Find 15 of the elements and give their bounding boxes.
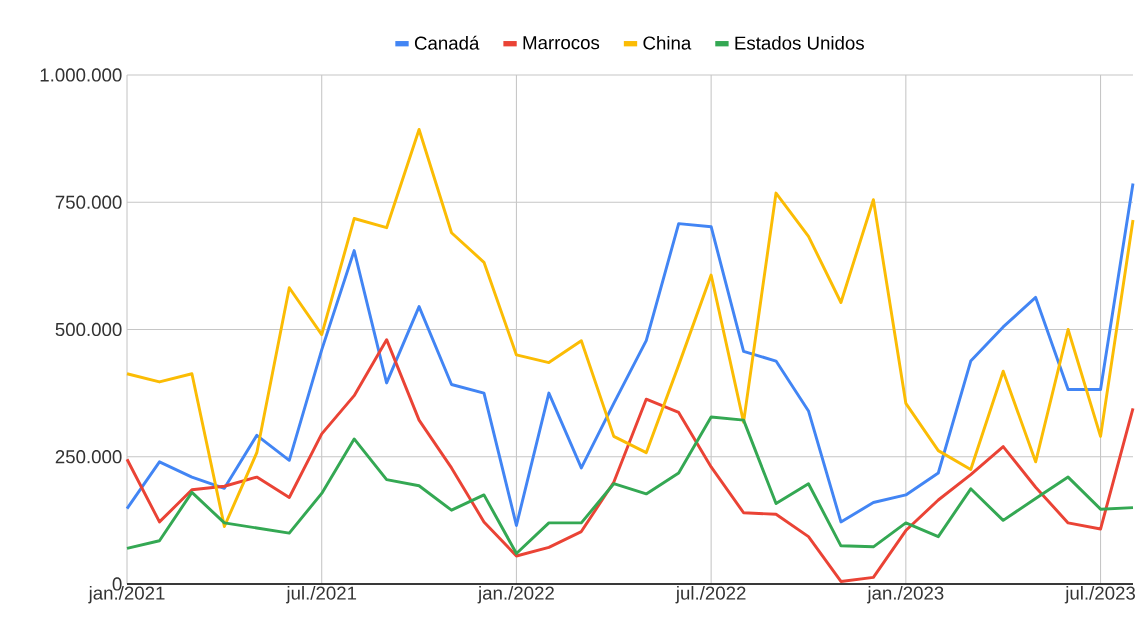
- y-tick-label: 1.000.000: [40, 68, 122, 82]
- x-tick-label: jan./2023: [866, 586, 944, 604]
- y-tick-label: 500.000: [55, 322, 122, 337]
- y-tick-label: 250.000: [55, 450, 122, 464]
- line-series: [125, 415, 1135, 555]
- x-tick-label: jul./2021: [285, 586, 357, 604]
- x-tick-label: jan./2022: [477, 586, 554, 604]
- legend-label: China: [643, 35, 692, 50]
- x-tick-label: jul./2023: [1064, 586, 1135, 604]
- legend-label: Marrocos: [523, 36, 600, 50]
- y-tick-label: 750.000: [55, 195, 122, 209]
- x-tick-label: jul./2022: [675, 586, 746, 604]
- legend-label: Estados Unidos: [735, 35, 864, 50]
- legend-label: Canadá: [414, 35, 480, 50]
- line-series: [125, 338, 1135, 583]
